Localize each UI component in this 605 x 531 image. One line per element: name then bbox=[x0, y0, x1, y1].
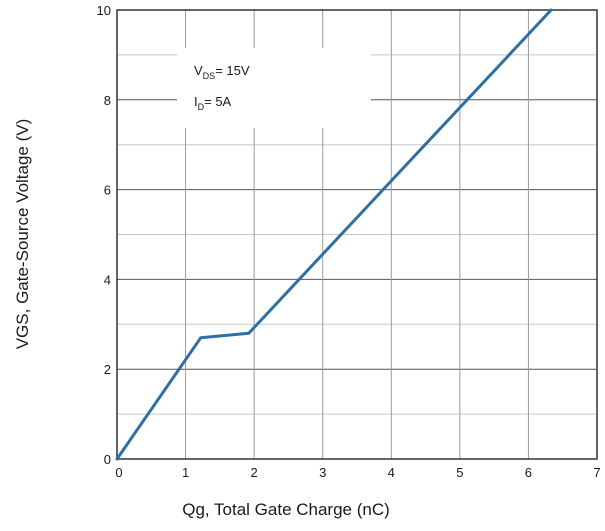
series bbox=[115, 8, 553, 461]
plot-frame bbox=[116, 9, 598, 460]
x-tick-label: 7 bbox=[593, 465, 600, 480]
y-tick-label: 6 bbox=[104, 183, 111, 198]
x-tick-label: 3 bbox=[319, 465, 326, 480]
y-tick-label: 8 bbox=[104, 93, 111, 108]
x-tick-label: 6 bbox=[525, 465, 532, 480]
y-tick-label: 10 bbox=[97, 3, 111, 18]
annotation-vds: VDS= 15V bbox=[194, 63, 250, 81]
x-tick-labels: 0 1 2 3 4 5 6 7 bbox=[115, 465, 600, 480]
y-tick-labels: 0 2 4 6 8 10 bbox=[97, 3, 111, 467]
x-tick-label: 5 bbox=[456, 465, 463, 480]
y-tick-label: 4 bbox=[104, 272, 111, 287]
x-tick-label: 2 bbox=[251, 465, 258, 480]
series-line bbox=[115, 8, 553, 461]
y-tick-label: 0 bbox=[104, 452, 111, 467]
x-axis-title: Qg, Total Gate Charge (nC) bbox=[182, 500, 390, 519]
y-tick-label: 2 bbox=[104, 362, 111, 377]
y-axis-title: VGS, Gate-Source Voltage (V) bbox=[13, 119, 32, 350]
annotation-id: ID= 5A bbox=[194, 94, 232, 112]
x-tick-label: 4 bbox=[388, 465, 395, 480]
annotation-box bbox=[177, 48, 371, 128]
x-tick-label: 1 bbox=[182, 465, 189, 480]
x-tick-label: 0 bbox=[115, 465, 122, 480]
annotations: VDS= 15V ID= 5A bbox=[194, 63, 250, 112]
